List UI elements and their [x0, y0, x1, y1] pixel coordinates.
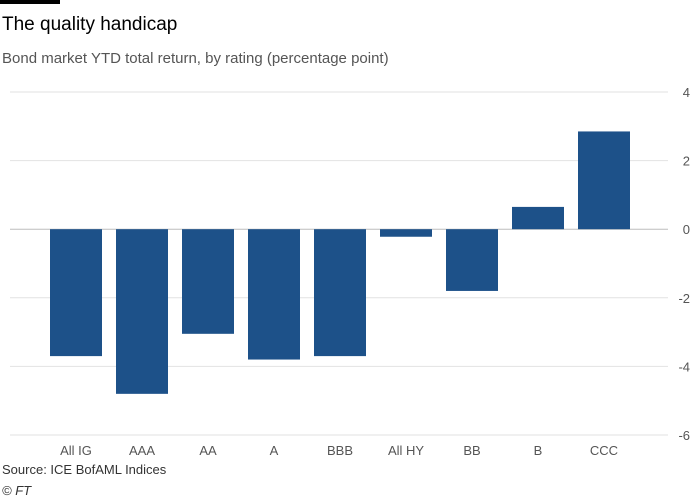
x-tick-label-bb: BB	[463, 443, 480, 458]
x-tick-label-all-ig: All IG	[60, 443, 92, 458]
source-note: Source: ICE BofAML Indices	[2, 462, 167, 477]
x-tick-label-ccc: CCC	[590, 443, 618, 458]
x-tick-label-bbb: BBB	[327, 443, 353, 458]
x-tick-label-b: B	[534, 443, 543, 458]
chart-title: The quality handicap	[2, 14, 178, 35]
y-tick-label-0: 4	[683, 85, 690, 100]
bar-bb	[446, 229, 498, 291]
y-tick-label-2: 0	[683, 222, 690, 237]
x-tick-label-a: A	[270, 443, 279, 458]
x-tick-label-all-hy: All HY	[388, 443, 424, 458]
x-tick-label-aa: AA	[199, 443, 217, 458]
bar-all-hy	[380, 229, 432, 237]
bar-aa	[182, 229, 234, 334]
bar-all-ig	[50, 229, 102, 357]
bar-ccc	[578, 131, 630, 230]
chart-subtitle: Bond market YTD total return, by rating …	[2, 50, 389, 67]
x-axis-ticks: All IG AAA AA A BBB All HY BB B CCC	[60, 443, 618, 458]
y-tick-label-4: -4	[678, 359, 690, 374]
ft-top-rule	[0, 0, 60, 4]
bar-a	[248, 229, 300, 360]
y-tick-label-5: -6	[678, 428, 690, 443]
y-tick-label-1: 2	[683, 154, 690, 169]
bars	[50, 131, 630, 394]
bar-aaa	[116, 229, 168, 394]
y-axis-ticks: 4 2 0 -2 -4 -6	[678, 85, 690, 443]
y-tick-label-3: -2	[678, 291, 690, 306]
x-tick-label-aaa: AAA	[129, 443, 155, 458]
bar-bbb	[314, 229, 366, 357]
bar-b	[512, 206, 564, 230]
copyright-note: © FT	[2, 483, 32, 498]
